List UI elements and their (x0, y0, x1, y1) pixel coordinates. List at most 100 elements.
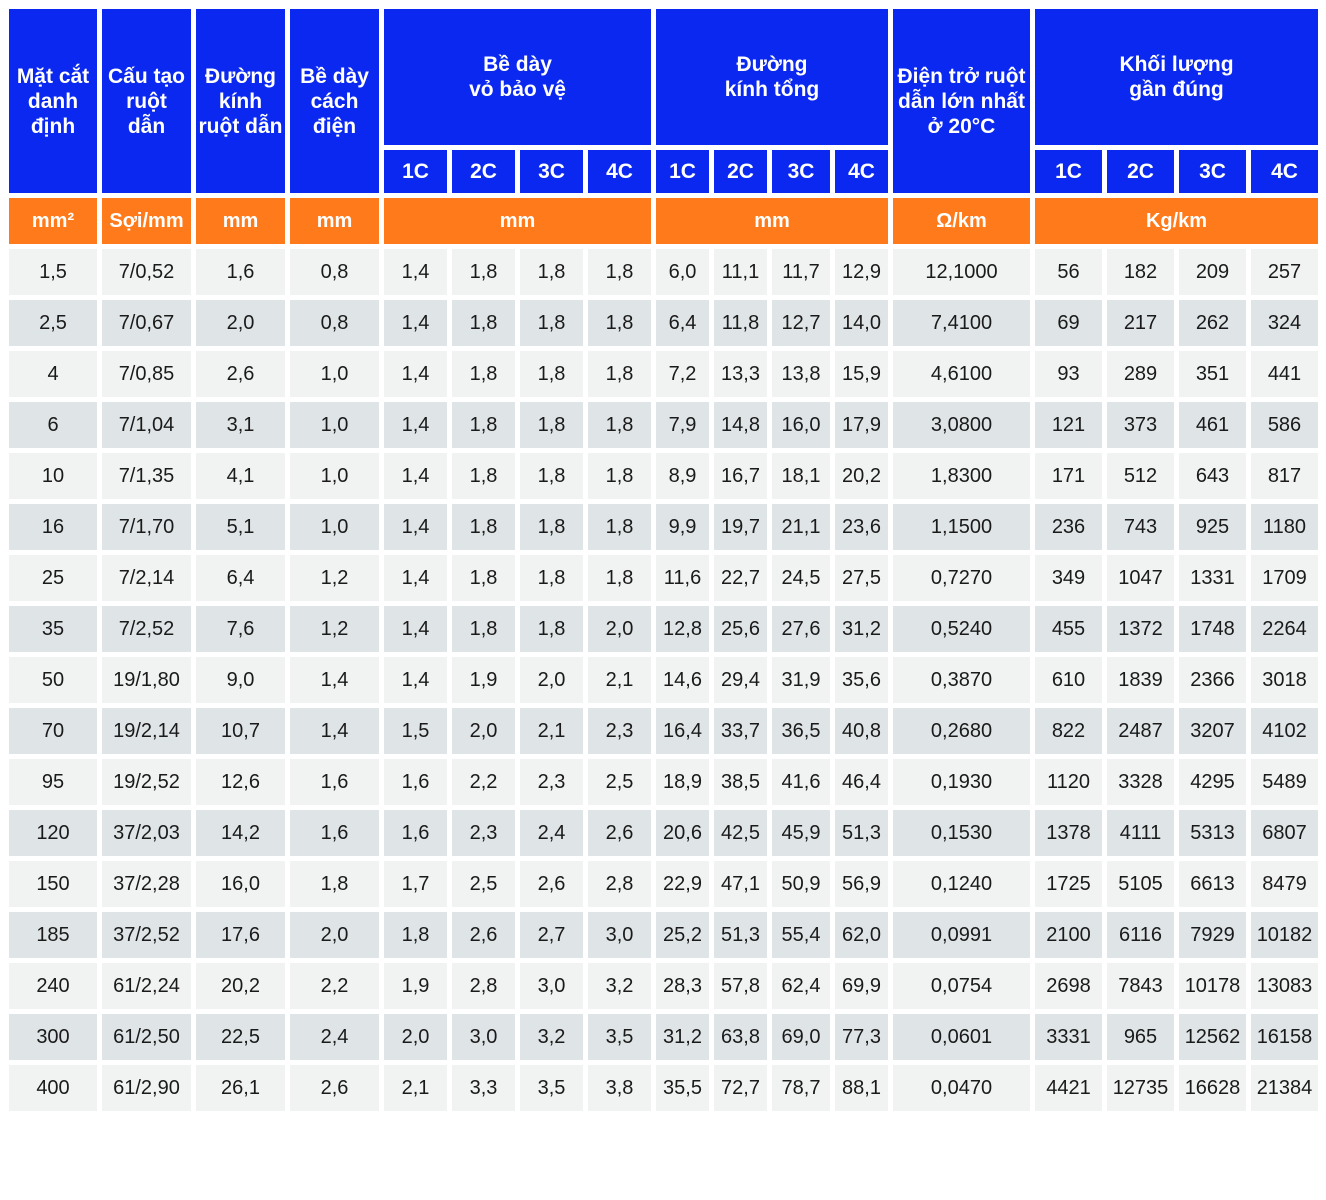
cell-weight-2c: 373 (1107, 402, 1174, 448)
cell-weight-1c: 171 (1035, 453, 1102, 499)
cell-insulation-thickness: 1,6 (290, 759, 379, 805)
cell-weight-4c: 16158 (1251, 1014, 1318, 1060)
cell-insulation-thickness: 1,8 (290, 861, 379, 907)
cell-sheath-3c: 1,8 (520, 606, 583, 652)
cell-cross-section: 120 (9, 810, 97, 856)
cell-sheath-1c: 1,4 (384, 504, 447, 550)
cell-conductor-diameter: 3,1 (196, 402, 285, 448)
cell-diameter-1c: 25,2 (656, 912, 709, 958)
cell-diameter-2c: 11,8 (714, 300, 767, 346)
cell-diameter-1c: 20,6 (656, 810, 709, 856)
cell-diameter-2c: 22,7 (714, 555, 767, 601)
cell-weight-1c: 93 (1035, 351, 1102, 397)
cell-conductor-structure: 7/0,52 (102, 249, 191, 295)
table-row: 16 7/1,70 5,1 1,0 1,4 1,8 1,8 1,8 9,9 19,7 21,1 23,… (9, 504, 1318, 550)
cell-conductor-diameter: 12,6 (196, 759, 285, 805)
table-row: 150 37/2,28 16,0 1,8 1,7 2,5 2,6 2,8 22,9 47,1 50,… (9, 861, 1318, 907)
table-row: 6 7/1,04 3,1 1,0 1,4 1,8 1,8 1,8 7,9 14,8 16,0 17,9… (9, 402, 1318, 448)
cell-insulation-thickness: 0,8 (290, 300, 379, 346)
cell-weight-2c: 2487 (1107, 708, 1174, 754)
cell-diameter-2c: 29,4 (714, 657, 767, 703)
cell-diameter-4c: 15,9 (835, 351, 888, 397)
cell-diameter-1c: 6,4 (656, 300, 709, 346)
cell-weight-2c: 6116 (1107, 912, 1174, 958)
cell-diameter-3c: 50,9 (772, 861, 830, 907)
cell-sheath-4c: 2,3 (588, 708, 651, 754)
cell-conductor-structure: 7/0,85 (102, 351, 191, 397)
cell-cross-section: 95 (9, 759, 97, 805)
cell-sheath-2c: 2,3 (452, 810, 515, 856)
cell-sheath-2c: 1,8 (452, 249, 515, 295)
weight-core-2c: 2C (1107, 150, 1174, 193)
cell-weight-3c: 351 (1179, 351, 1246, 397)
cell-sheath-1c: 1,4 (384, 249, 447, 295)
cell-insulation-thickness: 1,4 (290, 657, 379, 703)
cell-conductor-diameter: 1,6 (196, 249, 285, 295)
cell-max-resistance: 0,1930 (893, 759, 1030, 805)
cell-sheath-4c: 2,8 (588, 861, 651, 907)
cell-sheath-2c: 1,8 (452, 453, 515, 499)
cell-conductor-diameter: 7,6 (196, 606, 285, 652)
sheath-core-4c: 4C (588, 150, 651, 193)
cell-diameter-2c: 57,8 (714, 963, 767, 1009)
cell-diameter-2c: 38,5 (714, 759, 767, 805)
cell-diameter-3c: 45,9 (772, 810, 830, 856)
cell-insulation-thickness: 2,6 (290, 1065, 379, 1111)
cell-diameter-1c: 7,2 (656, 351, 709, 397)
header-cross-section: Mặt cắt danh định (9, 9, 97, 193)
cell-sheath-3c: 3,5 (520, 1065, 583, 1111)
cell-sheath-3c: 1,8 (520, 351, 583, 397)
cell-sheath-3c: 3,2 (520, 1014, 583, 1060)
cell-diameter-2c: 11,1 (714, 249, 767, 295)
cell-weight-1c: 1725 (1035, 861, 1102, 907)
cell-weight-3c: 209 (1179, 249, 1246, 295)
cell-sheath-4c: 3,0 (588, 912, 651, 958)
header-sheath-thickness: Bề dày vỏ bảo vệ (384, 9, 651, 145)
header-max-resistance: Điện trở ruột dẫn lớn nhất ở 20°C (893, 9, 1030, 193)
cell-weight-1c: 2698 (1035, 963, 1102, 1009)
cell-diameter-1c: 9,9 (656, 504, 709, 550)
cell-diameter-4c: 88,1 (835, 1065, 888, 1111)
cell-weight-3c: 3207 (1179, 708, 1246, 754)
cell-diameter-3c: 27,6 (772, 606, 830, 652)
cell-sheath-2c: 2,6 (452, 912, 515, 958)
cell-diameter-2c: 72,7 (714, 1065, 767, 1111)
cell-diameter-3c: 16,0 (772, 402, 830, 448)
cell-sheath-3c: 1,8 (520, 300, 583, 346)
cell-conductor-diameter: 2,6 (196, 351, 285, 397)
cell-diameter-1c: 35,5 (656, 1065, 709, 1111)
cell-weight-4c: 441 (1251, 351, 1318, 397)
cell-conductor-structure: 7/0,67 (102, 300, 191, 346)
cell-insulation-thickness: 1,0 (290, 453, 379, 499)
cell-diameter-4c: 69,9 (835, 963, 888, 1009)
cell-sheath-2c: 1,8 (452, 351, 515, 397)
cell-conductor-diameter: 6,4 (196, 555, 285, 601)
cell-weight-2c: 743 (1107, 504, 1174, 550)
cell-conductor-structure: 37/2,03 (102, 810, 191, 856)
cell-sheath-4c: 1,8 (588, 555, 651, 601)
cell-conductor-diameter: 20,2 (196, 963, 285, 1009)
cell-conductor-diameter: 17,6 (196, 912, 285, 958)
cell-conductor-structure: 7/2,14 (102, 555, 191, 601)
cell-cross-section: 1,5 (9, 249, 97, 295)
cell-insulation-thickness: 2,0 (290, 912, 379, 958)
cell-sheath-1c: 1,7 (384, 861, 447, 907)
cell-sheath-1c: 1,4 (384, 555, 447, 601)
cell-weight-1c: 121 (1035, 402, 1102, 448)
cell-weight-3c: 4295 (1179, 759, 1246, 805)
unit-approx-weight: Kg/km (1035, 198, 1318, 244)
cell-weight-2c: 965 (1107, 1014, 1174, 1060)
cell-sheath-3c: 1,8 (520, 555, 583, 601)
cell-max-resistance: 0,0754 (893, 963, 1030, 1009)
cell-conductor-structure: 61/2,90 (102, 1065, 191, 1111)
weight-core-3c: 3C (1179, 150, 1246, 193)
cell-diameter-3c: 11,7 (772, 249, 830, 295)
cell-sheath-1c: 1,4 (384, 351, 447, 397)
cell-conductor-structure: 7/1,35 (102, 453, 191, 499)
cell-max-resistance: 0,5240 (893, 606, 1030, 652)
table-row: 1,5 7/0,52 1,6 0,8 1,4 1,8 1,8 1,8 6,0 11,1 11,7 12… (9, 249, 1318, 295)
cell-weight-3c: 16628 (1179, 1065, 1246, 1111)
cell-max-resistance: 0,0991 (893, 912, 1030, 958)
cell-sheath-1c: 1,4 (384, 402, 447, 448)
sheath-core-1c: 1C (384, 150, 447, 193)
